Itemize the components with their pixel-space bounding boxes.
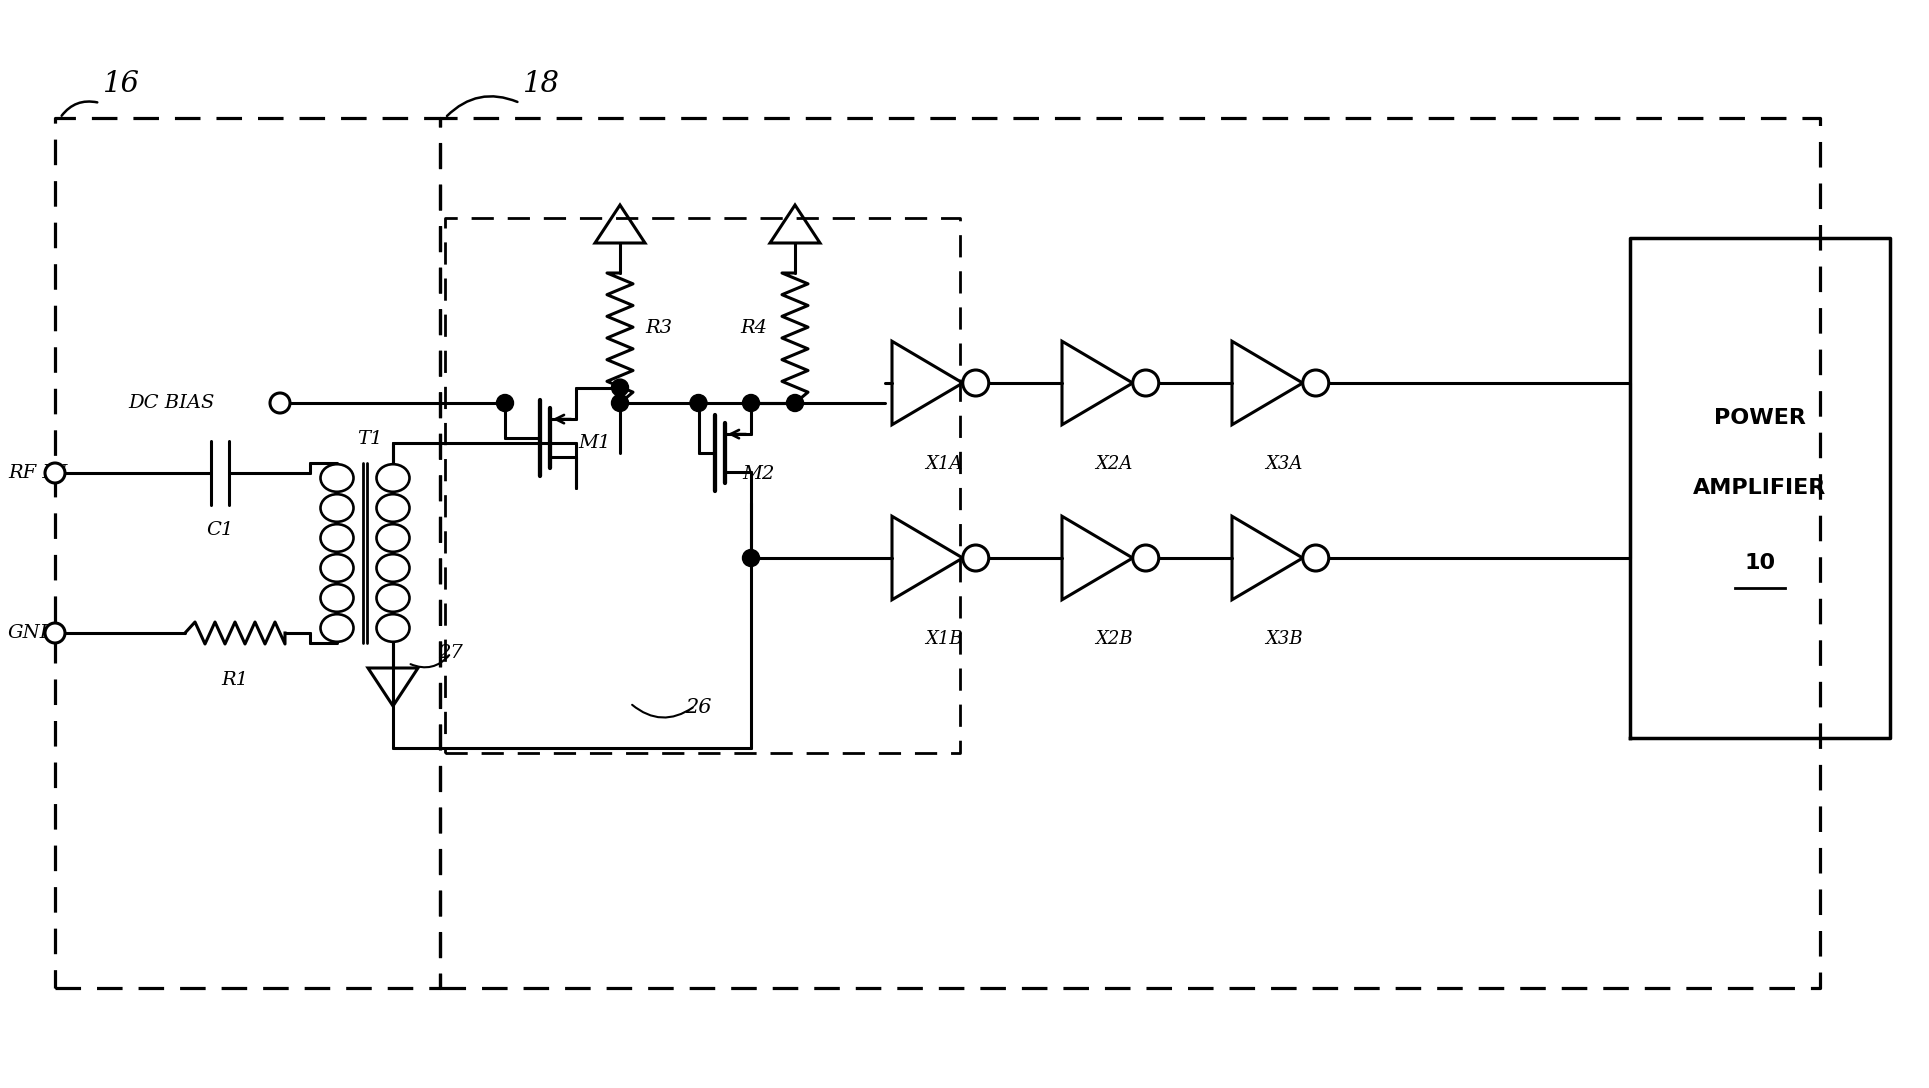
Text: 26: 26 [685,698,712,717]
Circle shape [270,393,289,413]
Text: GND: GND [8,625,56,642]
Text: DC BIAS: DC BIAS [129,394,214,412]
Circle shape [743,395,760,411]
Text: M2: M2 [743,465,775,483]
Circle shape [1302,370,1329,396]
Circle shape [496,395,513,411]
Circle shape [611,379,629,396]
Text: C1: C1 [206,521,233,539]
Text: X3A: X3A [1265,455,1302,473]
Text: 10: 10 [1744,553,1775,573]
Text: X2A: X2A [1096,455,1132,473]
Circle shape [44,623,66,643]
Text: 27: 27 [438,644,463,662]
Text: M1: M1 [579,434,610,452]
Circle shape [1132,545,1159,571]
Circle shape [44,463,66,483]
Circle shape [611,395,629,411]
Text: T1: T1 [357,430,382,448]
Circle shape [1302,545,1329,571]
Text: X3B: X3B [1265,630,1302,648]
Text: X1A: X1A [926,455,963,473]
Circle shape [1132,370,1159,396]
Circle shape [963,370,990,396]
Text: X2B: X2B [1096,630,1132,648]
Text: R3: R3 [644,319,671,337]
Circle shape [743,549,760,567]
Text: 18: 18 [523,70,559,98]
Text: RF IN: RF IN [8,463,68,482]
Text: POWER: POWER [1715,408,1806,428]
Circle shape [691,395,708,411]
Text: R1: R1 [222,671,249,689]
Text: 16: 16 [102,70,141,98]
Circle shape [963,545,990,571]
Circle shape [787,395,804,411]
Text: R4: R4 [741,319,768,337]
Text: AMPLIFIER: AMPLIFIER [1694,478,1827,498]
Text: X1B: X1B [926,630,963,648]
